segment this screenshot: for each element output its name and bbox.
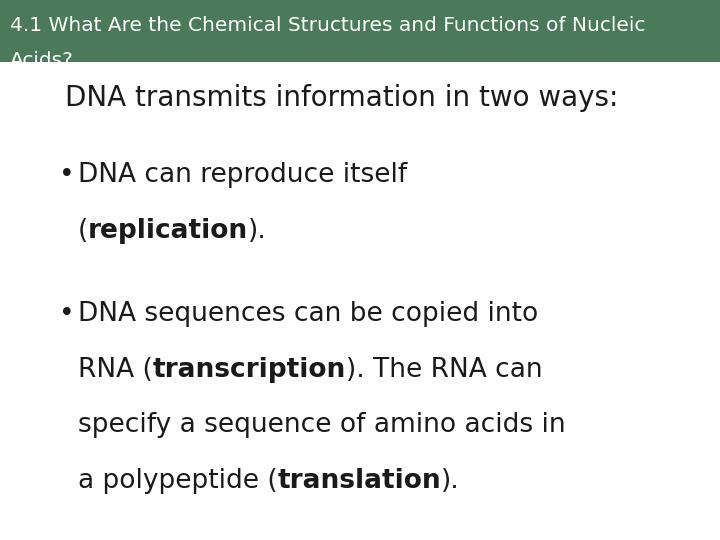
Text: 4.1 What Are the Chemical Structures and Functions of Nucleic: 4.1 What Are the Chemical Structures and…: [10, 16, 645, 35]
Text: DNA sequences can be copied into: DNA sequences can be copied into: [78, 301, 538, 327]
Text: translation: translation: [277, 468, 441, 494]
Text: a polypeptide (: a polypeptide (: [78, 468, 277, 494]
Text: DNA can reproduce itself: DNA can reproduce itself: [78, 162, 407, 188]
Bar: [0, 0, 720, 62]
Text: specify a sequence of amino acids in: specify a sequence of amino acids in: [78, 413, 565, 438]
Text: ).: ).: [248, 218, 267, 244]
Text: •: •: [59, 301, 75, 327]
Text: transcription: transcription: [153, 357, 346, 383]
Text: Acids?: Acids?: [10, 51, 74, 70]
Text: DNA transmits information in two ways:: DNA transmits information in two ways:: [65, 84, 618, 112]
Text: ).: ).: [441, 468, 460, 494]
Text: •: •: [59, 162, 75, 188]
Text: replication: replication: [88, 218, 248, 244]
Text: RNA (: RNA (: [78, 357, 153, 383]
Text: ). The RNA can: ). The RNA can: [346, 357, 542, 383]
Text: (: (: [78, 218, 88, 244]
